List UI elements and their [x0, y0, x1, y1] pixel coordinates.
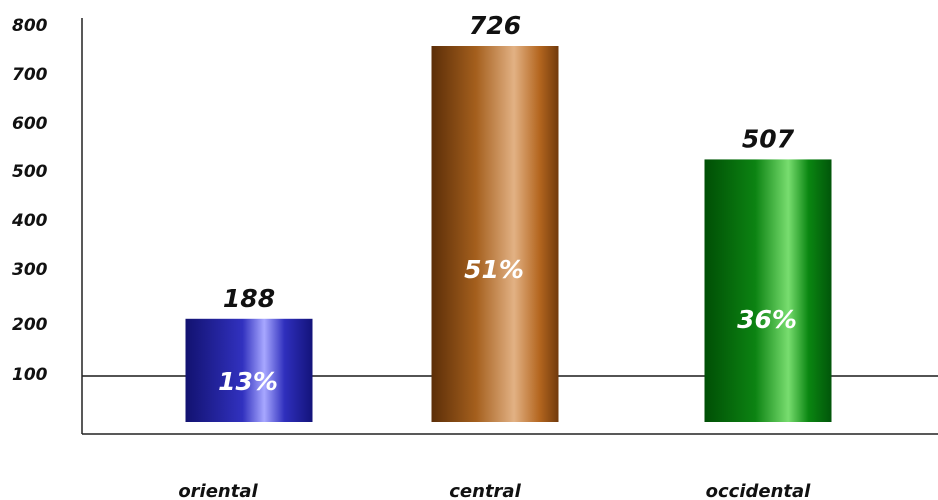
percent-label-central: 51% [464, 255, 524, 284]
percent-label-oriental: 13% [218, 367, 278, 396]
bar-central [431, 46, 559, 422]
bar-oriental [185, 318, 313, 422]
y-tick-label-800: 800 [12, 16, 48, 36]
value-label-central: 726 [469, 11, 521, 40]
y-axis-ticks: 800 700 600 500 400 300 200 100 [11, 16, 48, 385]
y-tick-label-300: 300 [12, 260, 48, 280]
y-tick-label-500: 500 [12, 162, 48, 182]
bar-occidental [704, 159, 832, 422]
x-axis-categories: oriental central occidental [178, 481, 811, 500]
bars: 188 13% 726 51% 507 36% [185, 11, 832, 422]
percent-label-occidental: 36% [737, 305, 797, 334]
value-label-oriental: 188 [223, 284, 275, 313]
value-label-occidental: 507 [742, 124, 795, 153]
category-label-occidental: occidental [706, 481, 812, 500]
category-label-central: central [449, 481, 521, 500]
category-label-oriental: oriental [178, 481, 258, 500]
y-tick-label-400: 400 [11, 211, 48, 231]
y-tick-label-200: 200 [12, 315, 48, 335]
y-tick-label-700: 700 [12, 65, 48, 85]
y-tick-label-100: 100 [12, 365, 48, 385]
y-tick-label-600: 600 [12, 114, 48, 134]
